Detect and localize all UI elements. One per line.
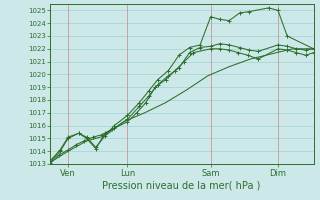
X-axis label: Pression niveau de la mer( hPa ): Pression niveau de la mer( hPa ) xyxy=(102,181,261,191)
